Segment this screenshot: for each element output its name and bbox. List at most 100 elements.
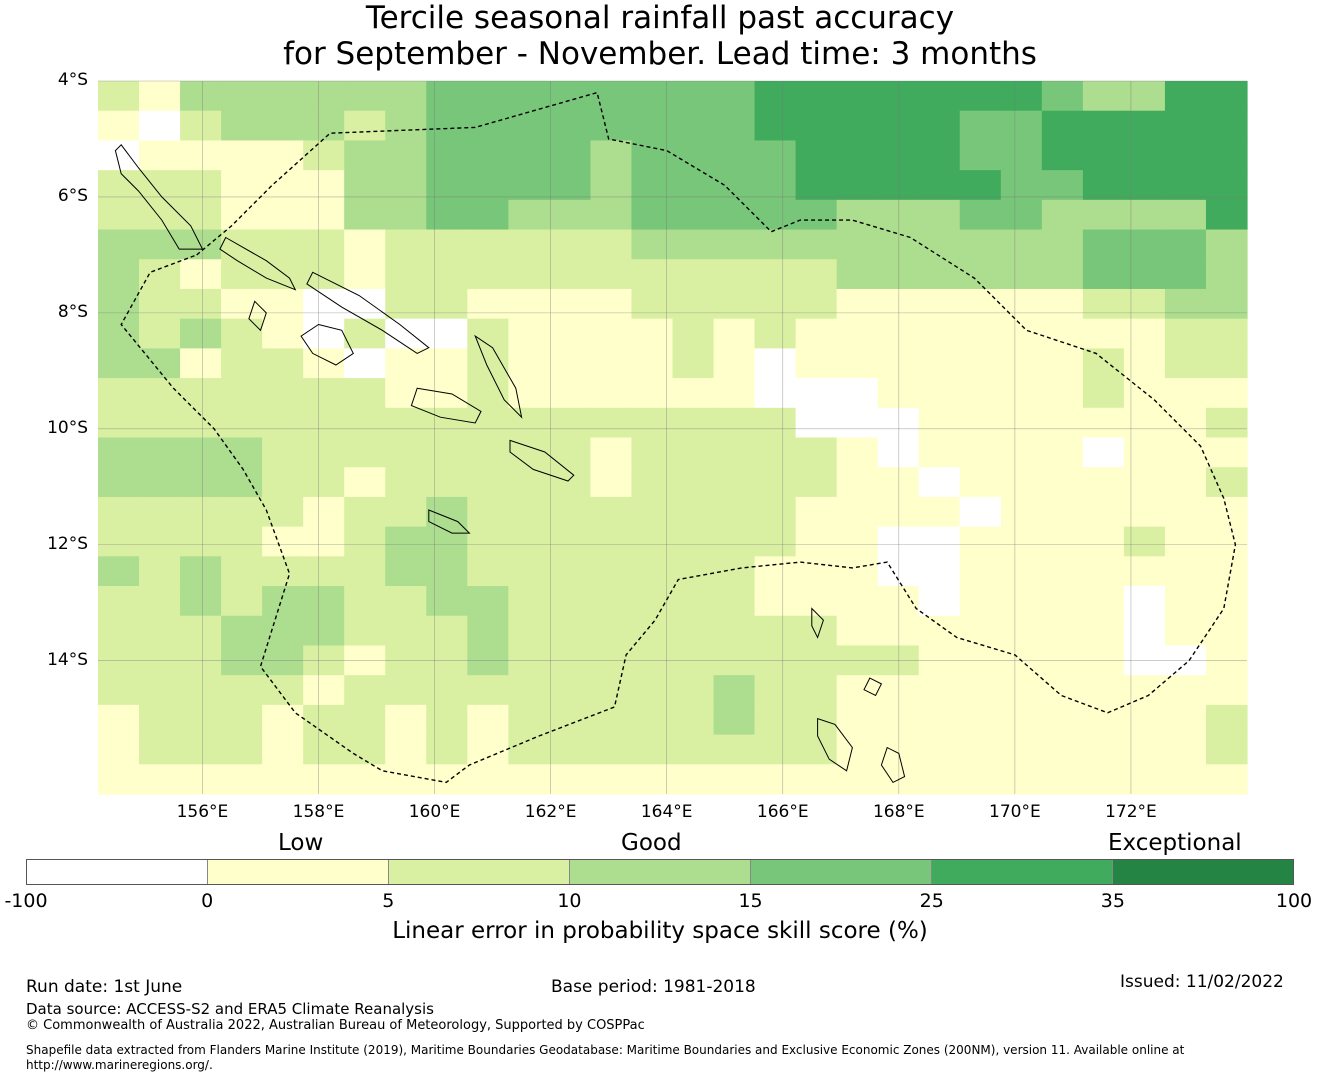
grid-cell	[631, 734, 674, 765]
grid-cell	[303, 140, 345, 171]
grid-cell	[1164, 288, 1207, 320]
grid-cell	[754, 407, 797, 439]
grid-cell	[98, 259, 140, 290]
grid-cell	[1164, 81, 1207, 112]
grid-cell	[836, 229, 879, 260]
grid-cell	[549, 348, 592, 379]
island-outline	[248, 300, 267, 332]
grid-cell	[344, 496, 386, 528]
grid-cell	[1164, 704, 1207, 736]
grid-cell	[549, 764, 592, 795]
grid-cell	[795, 675, 838, 706]
grid-cell	[1205, 704, 1248, 736]
grid-cell	[1041, 615, 1084, 647]
grid-cell	[959, 407, 1002, 439]
grid-cell	[713, 81, 756, 112]
grid-cell	[426, 199, 468, 231]
grid-cell	[1082, 348, 1125, 379]
grid-cell	[303, 764, 345, 795]
grid-cell	[1082, 140, 1125, 171]
grid-cell	[221, 734, 263, 765]
grid-cell	[426, 81, 468, 112]
grid-cell	[549, 140, 592, 171]
grid-cell	[1123, 81, 1166, 112]
grid-cell	[631, 259, 674, 290]
grid-cell	[549, 615, 592, 647]
grid-cell	[508, 348, 550, 379]
grid-cell	[1164, 348, 1207, 379]
grid-cell	[590, 764, 633, 795]
grid-cell	[180, 556, 222, 587]
grid-cell	[631, 675, 674, 706]
grid-cell	[98, 675, 140, 706]
grid-cell	[959, 81, 1002, 112]
grid-cell	[1123, 556, 1166, 587]
grid-cell	[549, 229, 592, 260]
grid-cell	[549, 378, 592, 409]
grid-cell	[303, 81, 345, 112]
grid-cell	[631, 496, 674, 528]
colorbar-segment	[932, 860, 1113, 884]
grid-cell	[1041, 81, 1084, 112]
grid-cell	[631, 764, 674, 795]
grid-cell	[672, 199, 715, 231]
grid-cell	[385, 734, 427, 765]
grid-cell	[672, 318, 715, 349]
eez-boundary	[120, 91, 1237, 784]
grid-cell	[139, 586, 181, 617]
grid-cell	[1205, 615, 1248, 647]
grid-cell	[180, 764, 222, 795]
grid-cell	[1082, 496, 1125, 528]
grid-cell	[1123, 675, 1166, 706]
grid-cell	[590, 526, 633, 557]
grid-cell	[262, 556, 304, 587]
grid-cell	[426, 467, 468, 498]
grid-cell	[467, 229, 509, 260]
grid-cell	[1041, 556, 1084, 587]
grid-cell	[180, 348, 222, 379]
grid-cell	[713, 318, 756, 349]
grid-cell	[590, 615, 633, 647]
grid-cell	[467, 467, 509, 498]
longitude-tick-label: 170°E	[989, 802, 1041, 822]
grid-cell	[918, 378, 961, 409]
grid-cell	[754, 81, 797, 112]
grid-cell	[1123, 170, 1166, 201]
grid-cell	[1000, 110, 1043, 142]
grid-cell	[1082, 437, 1125, 468]
grid-cell	[139, 526, 181, 557]
grid-cell	[344, 586, 386, 617]
island-outline	[509, 439, 575, 482]
grid-cell	[467, 437, 509, 468]
colorbar-tick-label: 35	[1100, 890, 1125, 912]
grid-cell	[508, 615, 550, 647]
grid-cell	[508, 704, 550, 736]
grid-cell	[836, 556, 879, 587]
grid-cell	[262, 407, 304, 439]
grid-cell	[262, 378, 304, 409]
grid-cell	[672, 407, 715, 439]
grid-cell	[180, 318, 222, 349]
grid-cell	[672, 496, 715, 528]
grid-cell	[1082, 170, 1125, 201]
grid-cell	[713, 496, 756, 528]
grid-cell	[836, 407, 879, 439]
grid-cell	[877, 378, 920, 409]
longitude-tick-label: 160°E	[408, 802, 461, 822]
grid-cell	[508, 81, 550, 112]
grid-cell	[1082, 586, 1125, 617]
grid-cell	[631, 407, 674, 439]
grid-cell	[836, 140, 879, 171]
grid-cell	[631, 586, 674, 617]
grid-cell	[303, 170, 345, 201]
grid-cell	[467, 348, 509, 379]
grid-cell	[303, 467, 345, 498]
grid-cell	[672, 467, 715, 498]
grid-cell	[631, 288, 674, 320]
grid-cell	[590, 110, 633, 142]
grid-cell	[672, 675, 715, 706]
grid-cell	[959, 556, 1002, 587]
longitude-tick-label: 162°E	[524, 802, 577, 822]
grid-cell	[426, 110, 468, 142]
grid-cell	[139, 318, 181, 349]
